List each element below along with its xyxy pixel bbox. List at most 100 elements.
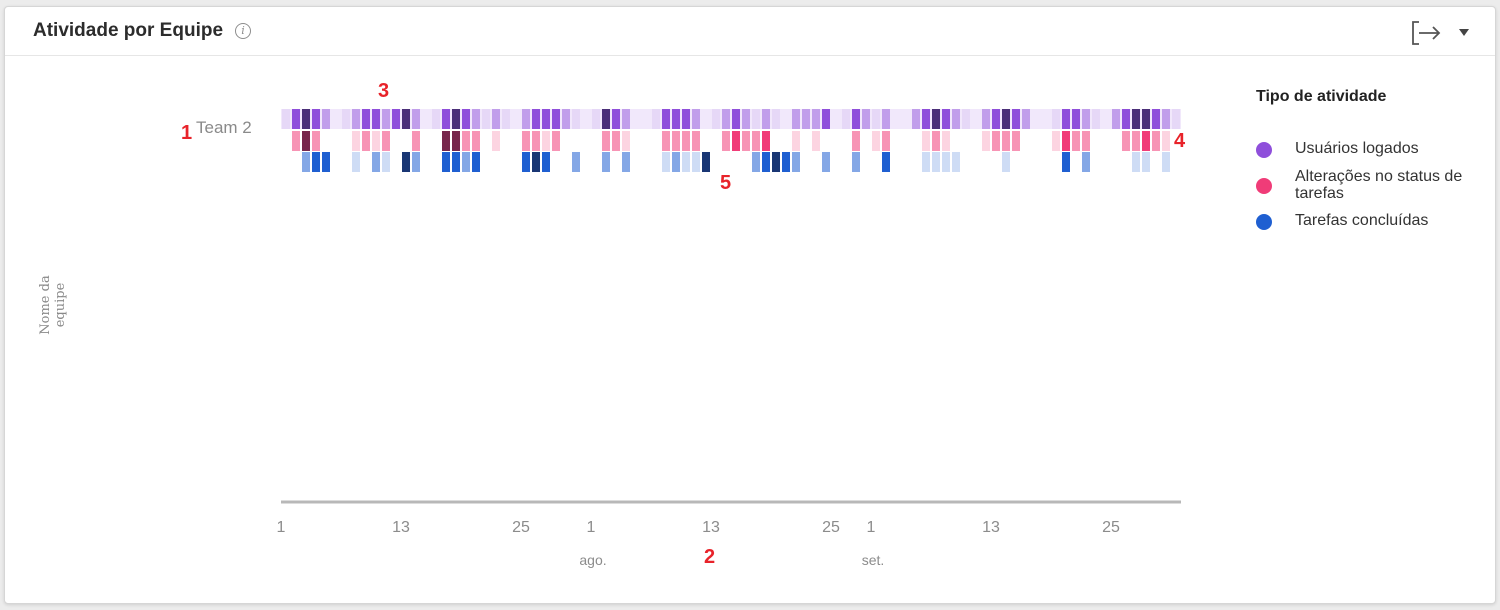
heatmap-cell[interactable] <box>852 109 860 129</box>
heatmap-cell[interactable] <box>372 131 380 151</box>
heatmap-cell[interactable] <box>672 152 680 172</box>
heatmap-cell[interactable] <box>932 152 940 172</box>
heatmap-cell[interactable] <box>1002 109 1010 129</box>
heatmap-cell[interactable] <box>1002 131 1010 151</box>
heatmap-cell[interactable] <box>1022 109 1030 129</box>
heatmap-cell[interactable] <box>412 131 420 151</box>
heatmap-cell[interactable] <box>792 131 800 151</box>
heatmap-cell[interactable] <box>612 109 620 129</box>
heatmap-cell[interactable] <box>542 109 550 129</box>
heatmap-cell[interactable] <box>872 131 880 151</box>
heatmap-cell[interactable] <box>532 131 540 151</box>
heatmap-cell[interactable] <box>342 109 350 129</box>
heatmap-cell[interactable] <box>1052 131 1060 151</box>
heatmap-cell[interactable] <box>452 152 460 172</box>
heatmap-cell[interactable] <box>812 131 820 151</box>
heatmap-cell[interactable] <box>682 152 690 172</box>
heatmap-cell[interactable] <box>752 109 760 129</box>
heatmap-cell[interactable] <box>622 131 630 151</box>
heatmap-cell[interactable] <box>562 109 570 129</box>
heatmap-cell[interactable] <box>362 109 370 129</box>
heatmap-cell[interactable] <box>922 131 930 151</box>
heatmap-cell[interactable] <box>812 109 820 129</box>
heatmap-cell[interactable] <box>862 109 870 129</box>
heatmap-cell[interactable] <box>982 109 990 129</box>
heatmap-cell[interactable] <box>772 109 780 129</box>
heatmap-cell[interactable] <box>662 131 670 151</box>
heatmap-cell[interactable] <box>412 152 420 172</box>
heatmap-cell[interactable] <box>442 152 450 172</box>
heatmap-cell[interactable] <box>1162 152 1170 172</box>
heatmap-cell[interactable] <box>1072 109 1080 129</box>
heatmap-cell[interactable] <box>922 109 930 129</box>
heatmap-cell[interactable] <box>752 131 760 151</box>
heatmap-cell[interactable] <box>1122 109 1130 129</box>
heatmap-cell[interactable] <box>722 109 730 129</box>
heatmap-cell[interactable] <box>352 109 360 129</box>
heatmap-cell[interactable] <box>322 109 330 129</box>
heatmap-cell[interactable] <box>522 131 530 151</box>
heatmap-cell[interactable] <box>462 131 470 151</box>
heatmap-cell[interactable] <box>882 109 890 129</box>
heatmap-cell[interactable] <box>472 152 480 172</box>
heatmap-cell[interactable] <box>662 152 670 172</box>
heatmap-cell[interactable] <box>952 109 960 129</box>
heatmap-cell[interactable] <box>382 109 390 129</box>
heatmap-cell[interactable] <box>772 152 780 172</box>
heatmap-cell[interactable] <box>602 131 610 151</box>
heatmap-cell[interactable] <box>572 152 580 172</box>
heatmap-cell[interactable] <box>1012 109 1020 129</box>
heatmap-cell[interactable] <box>622 109 630 129</box>
heatmap-cell[interactable] <box>782 152 790 172</box>
heatmap-cell[interactable] <box>992 131 1000 151</box>
heatmap-cell[interactable] <box>542 152 550 172</box>
export-button[interactable] <box>1407 19 1477 47</box>
heatmap-cell[interactable] <box>722 131 730 151</box>
heatmap-cell[interactable] <box>1152 131 1160 151</box>
heatmap-cell[interactable] <box>942 131 950 151</box>
heatmap-cell[interactable] <box>1082 109 1090 129</box>
heatmap-cell[interactable] <box>292 131 300 151</box>
heatmap-cell[interactable] <box>382 152 390 172</box>
heatmap-cell[interactable] <box>1162 109 1170 129</box>
heatmap-cell[interactable] <box>532 109 540 129</box>
heatmap-cell[interactable] <box>942 109 950 129</box>
heatmap-cell[interactable] <box>282 109 290 129</box>
heatmap-cell[interactable] <box>312 131 320 151</box>
heatmap-cell[interactable] <box>702 152 710 172</box>
heatmap-cell[interactable] <box>822 152 830 172</box>
heatmap-cell[interactable] <box>762 131 770 151</box>
heatmap-cell[interactable] <box>612 131 620 151</box>
heatmap-cell[interactable] <box>932 131 940 151</box>
heatmap-cell[interactable] <box>652 109 660 129</box>
heatmap-cell[interactable] <box>302 109 310 129</box>
heatmap-cell[interactable] <box>502 109 510 129</box>
heatmap-cell[interactable] <box>1172 109 1180 129</box>
heatmap-cell[interactable] <box>462 109 470 129</box>
legend-item-alteracoes-status[interactable]: Alterações no status de tarefas <box>1256 168 1486 202</box>
legend-item-usuarios-logados[interactable]: Usuários logados <box>1256 140 1486 158</box>
heatmap-cell[interactable] <box>882 131 890 151</box>
heatmap-cell[interactable] <box>352 131 360 151</box>
heatmap-cell[interactable] <box>1132 152 1140 172</box>
heatmap-cell[interactable] <box>572 109 580 129</box>
heatmap-cell[interactable] <box>352 152 360 172</box>
heatmap-cell[interactable] <box>672 131 680 151</box>
heatmap-cell[interactable] <box>792 109 800 129</box>
heatmap-cell[interactable] <box>1132 131 1140 151</box>
heatmap-cell[interactable] <box>852 152 860 172</box>
heatmap-cell[interactable] <box>1052 109 1060 129</box>
heatmap-cell[interactable] <box>442 131 450 151</box>
heatmap-cell[interactable] <box>1072 131 1080 151</box>
heatmap-cell[interactable] <box>672 109 680 129</box>
heatmap-cell[interactable] <box>452 131 460 151</box>
heatmap-cell[interactable] <box>602 152 610 172</box>
heatmap-cell[interactable] <box>882 152 890 172</box>
heatmap-cell[interactable] <box>872 109 880 129</box>
heatmap-cell[interactable] <box>952 152 960 172</box>
heatmap-cell[interactable] <box>852 131 860 151</box>
heatmap-cell[interactable] <box>492 131 500 151</box>
heatmap-cell[interactable] <box>922 152 930 172</box>
heatmap-cell[interactable] <box>1142 152 1150 172</box>
heatmap-cell[interactable] <box>682 131 690 151</box>
